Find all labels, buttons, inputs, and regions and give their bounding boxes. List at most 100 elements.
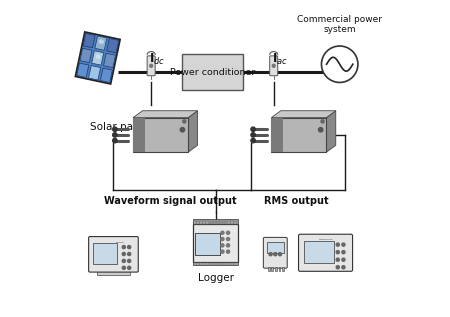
Bar — [200, 263, 202, 265]
Bar — [271, 118, 284, 152]
Circle shape — [321, 120, 324, 123]
Circle shape — [321, 46, 358, 82]
Bar — [234, 221, 235, 224]
Ellipse shape — [95, 54, 101, 59]
FancyBboxPatch shape — [298, 234, 352, 271]
Bar — [222, 221, 224, 224]
Circle shape — [336, 251, 339, 254]
Circle shape — [221, 237, 224, 241]
Bar — [212, 263, 214, 265]
Text: Waveform signal output: Waveform signal output — [104, 196, 237, 206]
Bar — [75, 32, 120, 84]
Bar — [231, 263, 233, 265]
Bar — [222, 263, 224, 265]
Text: ─────: ───── — [318, 236, 333, 241]
FancyBboxPatch shape — [147, 56, 155, 76]
Circle shape — [251, 133, 255, 137]
Circle shape — [122, 259, 126, 262]
Bar — [97, 271, 130, 275]
Circle shape — [336, 243, 339, 246]
Bar — [219, 221, 220, 224]
Circle shape — [319, 127, 323, 132]
Circle shape — [128, 245, 131, 249]
Text: RMS output: RMS output — [264, 196, 329, 206]
Circle shape — [274, 253, 277, 256]
Bar — [219, 263, 220, 265]
Bar — [216, 263, 217, 265]
Circle shape — [336, 266, 339, 269]
Bar — [210, 221, 212, 224]
Circle shape — [279, 253, 282, 256]
Circle shape — [122, 252, 126, 256]
Bar — [228, 221, 230, 224]
Circle shape — [183, 120, 186, 123]
FancyBboxPatch shape — [89, 236, 138, 272]
Bar — [282, 267, 284, 271]
FancyBboxPatch shape — [182, 54, 243, 90]
Circle shape — [150, 64, 153, 67]
Circle shape — [128, 259, 131, 262]
Bar — [279, 267, 280, 271]
Polygon shape — [188, 111, 198, 152]
Bar — [212, 221, 214, 224]
Bar — [207, 221, 208, 224]
Bar — [210, 263, 212, 265]
Circle shape — [128, 252, 131, 256]
Circle shape — [226, 250, 230, 253]
Bar — [225, 221, 226, 224]
Circle shape — [122, 266, 126, 269]
Bar — [193, 262, 238, 265]
Circle shape — [251, 127, 255, 132]
Circle shape — [342, 266, 345, 269]
Circle shape — [221, 250, 224, 253]
Circle shape — [122, 245, 126, 249]
Circle shape — [221, 231, 224, 234]
Bar — [231, 221, 233, 224]
Bar — [234, 263, 235, 265]
Circle shape — [226, 237, 230, 241]
Bar — [133, 118, 145, 152]
Bar — [100, 68, 112, 82]
Bar — [203, 263, 205, 265]
FancyBboxPatch shape — [304, 241, 334, 263]
Circle shape — [180, 127, 184, 132]
Text: $\mathbf{I}_{dc}$: $\mathbf{I}_{dc}$ — [149, 52, 165, 68]
Circle shape — [342, 251, 345, 254]
Bar — [80, 48, 92, 63]
Bar — [104, 53, 116, 68]
Circle shape — [112, 127, 117, 132]
Polygon shape — [133, 111, 198, 118]
Bar — [271, 267, 273, 271]
Circle shape — [226, 244, 230, 247]
Bar — [194, 221, 196, 224]
Bar — [95, 36, 107, 50]
Bar — [225, 263, 226, 265]
FancyBboxPatch shape — [270, 56, 278, 76]
Text: Commercial power
system: Commercial power system — [297, 15, 382, 34]
Text: ───: ─── — [115, 239, 124, 244]
FancyBboxPatch shape — [263, 237, 287, 268]
Bar — [194, 263, 196, 265]
Bar — [203, 221, 205, 224]
Circle shape — [342, 258, 345, 261]
Bar — [193, 219, 238, 224]
Bar — [107, 38, 119, 53]
Bar — [228, 263, 230, 265]
Bar — [89, 66, 100, 80]
Text: Logger: Logger — [198, 273, 234, 283]
FancyBboxPatch shape — [267, 242, 284, 253]
Bar — [198, 221, 199, 224]
Bar — [92, 51, 104, 65]
Bar — [198, 263, 199, 265]
Bar — [83, 33, 95, 48]
FancyBboxPatch shape — [93, 243, 117, 263]
Polygon shape — [271, 111, 336, 118]
FancyBboxPatch shape — [193, 224, 238, 262]
Bar — [77, 63, 89, 77]
Circle shape — [221, 244, 224, 247]
Circle shape — [251, 139, 255, 143]
Bar — [200, 221, 202, 224]
Circle shape — [272, 64, 275, 67]
FancyBboxPatch shape — [195, 233, 220, 256]
Circle shape — [336, 258, 339, 261]
